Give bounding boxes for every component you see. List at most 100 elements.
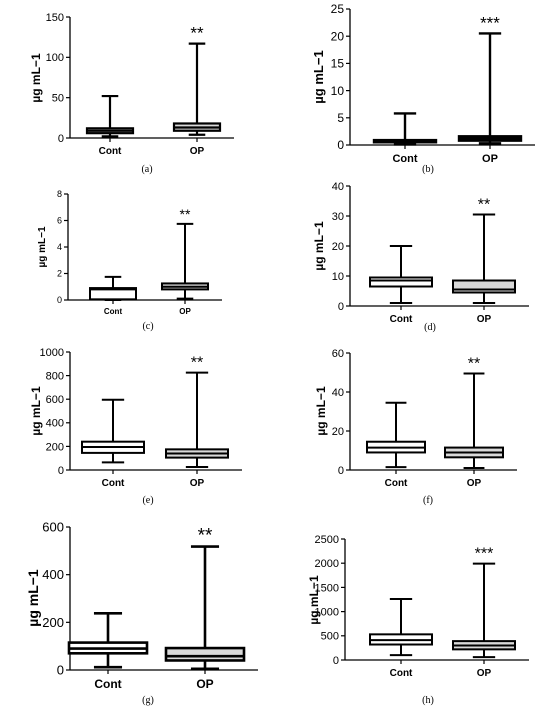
iqr-box — [164, 646, 246, 662]
x-category-label: Cont — [102, 478, 125, 489]
box-plot-cont — [369, 245, 433, 310]
x-category-label: Cont — [104, 307, 123, 316]
y-tick-label: 20 — [331, 29, 345, 43]
y-tick-label: 600 — [42, 520, 64, 535]
box-plot-panel: 0 50 100 150 µg mL−1 Cont OP ** (a) — [29, 12, 234, 175]
box-plot-op — [444, 372, 504, 474]
box-plot-cont — [67, 611, 149, 674]
iqr-box — [452, 279, 516, 294]
panel-label: (c) — [142, 321, 153, 332]
y-tick-label: 0 — [58, 133, 64, 145]
y-tick-label: 40 — [332, 181, 344, 193]
y-tick-label: 1500 — [315, 582, 339, 594]
box-plot-panel: 0 500 1000 1500 2000 2500 µg mL−1 Cont OP *** (h) — [307, 534, 529, 706]
y-tick-label: 0 — [58, 465, 64, 477]
panel-label: (d) — [424, 322, 436, 333]
box-plot-op — [452, 213, 516, 310]
y-tick-label: 2500 — [315, 534, 339, 546]
y-tick-label: 4 — [57, 242, 62, 252]
y-tick-label: 800 — [46, 370, 64, 382]
box-plot-cont — [89, 275, 137, 304]
x-category-label: Cont — [390, 668, 413, 679]
panel-label: (e) — [142, 495, 153, 506]
y-tick-label: 25 — [331, 2, 345, 16]
x-category-label: OP — [179, 307, 191, 316]
box-plot-op — [172, 42, 222, 142]
y-tick-label: 400 — [46, 418, 64, 430]
iqr-box — [369, 276, 433, 288]
box-plot-op — [165, 371, 229, 474]
x-category-label: Cont — [99, 146, 122, 157]
x-category-label: OP — [477, 314, 492, 325]
box-plot-op — [457, 32, 523, 149]
box-plot-op — [161, 222, 209, 304]
significance-marker: ** — [190, 24, 204, 43]
x-category-label: OP — [477, 668, 492, 679]
box-plot-panel: 0 200 400 600 800 1000 µg mL−1 Cont OP ** (e) — [29, 347, 242, 506]
x-category-label: Cont — [385, 478, 408, 489]
box-plot-panel: 0 5 10 15 20 25 µg mL−1 Cont OP *** (b) — [311, 2, 535, 175]
y-tick-label: 30 — [332, 211, 344, 223]
iqr-box — [89, 287, 137, 301]
y-tick-label: 2000 — [315, 558, 339, 570]
x-category-label: Cont — [94, 677, 121, 691]
panel-label: (a) — [141, 164, 152, 175]
y-tick-label: 100 — [46, 52, 64, 64]
y-tick-label: 8 — [57, 189, 62, 199]
x-category-label: OP — [482, 153, 498, 165]
y-tick-label: 200 — [46, 441, 64, 453]
box-plot-cont — [85, 94, 135, 142]
y-tick-label: 600 — [46, 394, 64, 406]
significance-marker: ** — [198, 526, 213, 547]
y-tick-label: 50 — [52, 93, 64, 105]
y-axis-title: µg mL−1 — [29, 53, 43, 103]
box-plot-panel: 0 10 20 30 40 µg mL−1 Cont OP ** (d) — [312, 181, 529, 333]
y-tick-label: 500 — [321, 631, 339, 643]
y-tick-label: 1000 — [40, 347, 64, 359]
panel-label: (b) — [422, 164, 434, 175]
y-tick-label: 60 — [332, 348, 344, 360]
y-tick-label: 10 — [332, 271, 344, 283]
y-tick-label: 40 — [332, 387, 344, 399]
y-tick-label: 2 — [57, 269, 62, 279]
significance-marker: ** — [180, 206, 191, 222]
box-plot-cont — [366, 401, 426, 474]
significance-marker: *** — [475, 546, 494, 563]
y-tick-label: 200 — [42, 615, 64, 630]
box-plot-panel: 0 20 40 60 µg mL−1 Cont OP ** (f) — [314, 348, 517, 506]
box-plot-cont — [81, 398, 145, 474]
significance-marker: *** — [480, 13, 500, 32]
y-tick-label: 10 — [331, 84, 345, 98]
box-plot-cont — [372, 112, 438, 149]
x-category-label: Cont — [390, 314, 413, 325]
y-tick-label: 0 — [338, 301, 344, 313]
panel-label: (h) — [422, 695, 434, 706]
y-tick-label: 20 — [332, 241, 344, 253]
x-category-label: OP — [190, 478, 205, 489]
box-plot-cont — [369, 598, 433, 664]
box-plot-op — [452, 562, 516, 664]
y-tick-label: 0 — [337, 138, 344, 152]
y-tick-label: 150 — [46, 12, 64, 24]
panel-label: (f) — [423, 495, 433, 506]
significance-marker: ** — [468, 355, 480, 372]
significance-marker: ** — [478, 197, 490, 214]
y-axis-title: µg mL−1 — [307, 575, 321, 625]
y-tick-label: 15 — [331, 57, 345, 71]
x-category-label: Cont — [392, 153, 417, 165]
y-axis-title: µg mL−1 — [29, 386, 43, 436]
y-tick-label: 0 — [57, 663, 64, 678]
y-axis-title: µg mL−1 — [311, 50, 326, 103]
y-tick-label: 20 — [332, 426, 344, 438]
y-axis-title: µg mL−1 — [37, 226, 48, 267]
y-tick-label: 400 — [42, 567, 64, 582]
significance-marker: ** — [191, 355, 203, 372]
y-axis-title: µg mL−1 — [25, 569, 41, 627]
y-axis-title: µg mL−1 — [312, 221, 326, 271]
y-tick-label: 5 — [337, 111, 344, 125]
y-axis-title: µg mL−1 — [314, 386, 328, 436]
box-plot-op — [164, 545, 246, 674]
x-category-label: OP — [467, 478, 482, 489]
y-tick-label: 0 — [338, 465, 344, 477]
